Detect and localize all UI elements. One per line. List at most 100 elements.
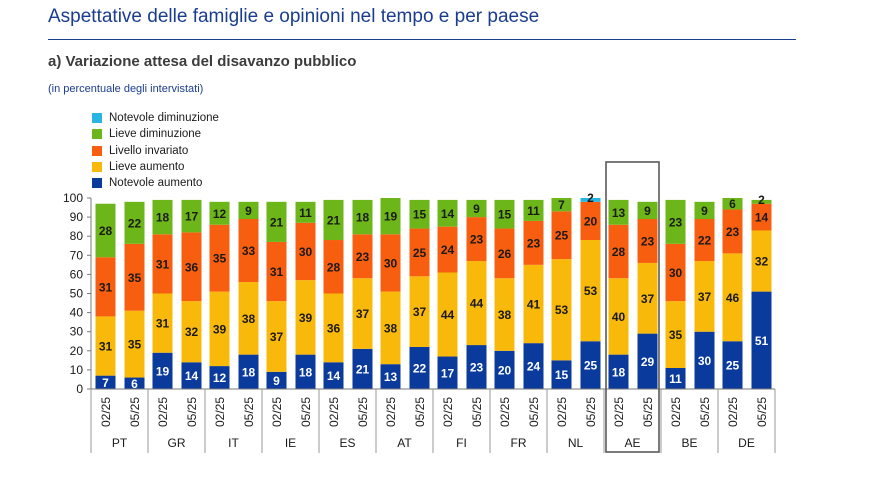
data-label: 41 bbox=[527, 298, 541, 312]
bar-segment bbox=[523, 220, 544, 265]
data-label: 31 bbox=[156, 257, 170, 271]
data-label: 30 bbox=[299, 245, 313, 259]
bar-segment bbox=[380, 291, 401, 365]
data-label: 38 bbox=[242, 312, 256, 326]
bar-segment bbox=[181, 301, 202, 363]
y-tick-label: 80 bbox=[70, 229, 84, 243]
data-label: 28 bbox=[99, 224, 113, 238]
bar-segment bbox=[266, 371, 287, 389]
data-label: 25 bbox=[584, 359, 598, 373]
data-label: 2 bbox=[587, 191, 594, 205]
bar-segment bbox=[95, 257, 116, 317]
bar-segment bbox=[580, 201, 601, 241]
data-label: 15 bbox=[413, 208, 427, 222]
data-label: 9 bbox=[644, 204, 651, 218]
data-label: 23 bbox=[527, 236, 541, 250]
x-tick-label: 05/25 bbox=[527, 397, 541, 427]
bar-segment bbox=[637, 219, 658, 263]
bar-segment bbox=[608, 354, 629, 389]
bar-segment bbox=[437, 226, 458, 273]
bar-segment bbox=[266, 201, 287, 242]
data-label: 6 bbox=[729, 197, 736, 211]
data-label: 19 bbox=[156, 364, 170, 378]
data-label: 17 bbox=[441, 366, 455, 380]
bar-segment bbox=[209, 201, 230, 225]
x-tick-label: 05/25 bbox=[299, 397, 313, 427]
bar-segment bbox=[580, 341, 601, 389]
data-label: 9 bbox=[701, 204, 708, 218]
data-label: 37 bbox=[698, 290, 712, 304]
bar-segment bbox=[124, 243, 145, 311]
bar-segment bbox=[466, 261, 487, 346]
data-label: 38 bbox=[384, 321, 398, 335]
data-label: 22 bbox=[698, 234, 712, 248]
data-label: 36 bbox=[185, 260, 199, 274]
x-tick-label: 02/25 bbox=[669, 397, 683, 427]
bar-segment bbox=[665, 243, 686, 302]
data-label: 6 bbox=[131, 377, 138, 391]
bar-segment bbox=[352, 278, 373, 349]
data-label: 18 bbox=[156, 211, 170, 225]
bar-segment bbox=[295, 201, 316, 223]
data-label: 11 bbox=[669, 372, 682, 386]
data-label: 32 bbox=[185, 325, 199, 339]
y-tick-label: 90 bbox=[70, 210, 84, 224]
legend-item-notevole-diminuzione: Notevole diminuzione bbox=[92, 110, 219, 126]
data-label: 23 bbox=[669, 215, 683, 229]
data-label: 37 bbox=[270, 330, 284, 344]
group-label: NL bbox=[568, 436, 584, 450]
group-label: FR bbox=[511, 436, 527, 450]
x-tick-label: 02/25 bbox=[555, 397, 569, 427]
bar-segment bbox=[694, 219, 715, 262]
bar-segment bbox=[751, 230, 772, 292]
y-tick-label: 100 bbox=[63, 191, 83, 205]
bar-segment bbox=[238, 354, 259, 389]
bar-segment bbox=[295, 280, 316, 355]
bar-segment bbox=[95, 375, 116, 389]
data-label: 22 bbox=[128, 216, 142, 230]
data-label: 20 bbox=[498, 363, 512, 377]
bar-segment bbox=[665, 199, 686, 244]
data-label: 31 bbox=[99, 280, 113, 294]
bar-segment bbox=[380, 234, 401, 292]
bar-segment bbox=[323, 240, 344, 294]
bar-segment bbox=[494, 278, 515, 351]
bar-segment bbox=[409, 228, 430, 277]
bar-segment bbox=[694, 331, 715, 389]
data-label: 35 bbox=[128, 338, 142, 352]
bar-segment bbox=[494, 199, 515, 229]
bar-segment bbox=[152, 199, 173, 235]
bar-segment bbox=[637, 333, 658, 389]
legend-swatch bbox=[92, 145, 102, 156]
data-label: 37 bbox=[641, 292, 655, 306]
bar-segment bbox=[238, 201, 259, 220]
bar-segment bbox=[751, 203, 772, 231]
data-label: 32 bbox=[755, 255, 769, 269]
bar-segment bbox=[181, 232, 202, 302]
data-label: 23 bbox=[470, 361, 484, 375]
bar-segment bbox=[551, 198, 572, 212]
y-tick-label: 20 bbox=[70, 344, 84, 358]
chart-legend: Notevole diminuzione Lieve diminuzione L… bbox=[92, 110, 219, 191]
group-label: GR bbox=[168, 436, 186, 450]
x-tick-label: 02/25 bbox=[270, 397, 284, 427]
data-label: 39 bbox=[213, 322, 227, 336]
highlight-frame bbox=[605, 161, 660, 453]
y-tick-label: 50 bbox=[70, 287, 84, 301]
bar-segment bbox=[380, 364, 401, 389]
y-tick-label: 0 bbox=[76, 382, 83, 396]
data-label: 7 bbox=[558, 198, 565, 212]
data-label: 23 bbox=[726, 225, 740, 239]
bar-segment bbox=[238, 282, 259, 355]
data-label: 12 bbox=[213, 207, 227, 221]
data-label: 35 bbox=[669, 328, 683, 342]
data-label: 25 bbox=[555, 229, 569, 243]
data-label: 40 bbox=[612, 310, 626, 324]
bar-segment bbox=[152, 352, 173, 389]
bar-segment bbox=[124, 201, 145, 244]
y-tick-label: 30 bbox=[70, 325, 84, 339]
bar-segment bbox=[722, 198, 743, 210]
bar-segment bbox=[181, 199, 202, 233]
data-label: 14 bbox=[185, 369, 199, 383]
